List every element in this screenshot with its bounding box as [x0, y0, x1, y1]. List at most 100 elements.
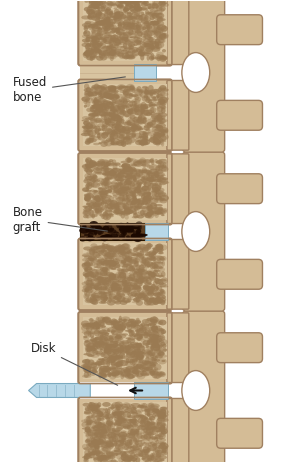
Ellipse shape [82, 403, 90, 407]
Ellipse shape [154, 138, 164, 143]
Ellipse shape [138, 346, 146, 351]
Ellipse shape [114, 94, 124, 98]
Ellipse shape [106, 118, 109, 123]
Ellipse shape [140, 54, 144, 61]
Ellipse shape [114, 349, 121, 351]
Ellipse shape [130, 36, 138, 38]
Ellipse shape [106, 450, 114, 457]
Ellipse shape [140, 119, 144, 123]
Ellipse shape [100, 141, 108, 147]
Ellipse shape [143, 53, 152, 56]
Ellipse shape [152, 457, 158, 463]
Ellipse shape [85, 98, 94, 103]
Ellipse shape [91, 427, 95, 431]
Ellipse shape [89, 443, 97, 449]
Ellipse shape [139, 423, 144, 427]
Ellipse shape [158, 2, 166, 5]
Ellipse shape [160, 408, 166, 414]
Ellipse shape [130, 169, 137, 172]
Ellipse shape [131, 321, 138, 325]
Ellipse shape [109, 94, 114, 97]
Ellipse shape [161, 8, 165, 12]
Ellipse shape [115, 210, 125, 214]
Ellipse shape [140, 92, 148, 99]
Ellipse shape [105, 107, 113, 111]
Ellipse shape [101, 455, 111, 460]
Ellipse shape [148, 433, 155, 436]
Ellipse shape [157, 94, 164, 100]
Ellipse shape [119, 20, 125, 25]
Ellipse shape [134, 0, 140, 7]
Ellipse shape [123, 402, 130, 408]
Ellipse shape [118, 248, 123, 253]
Ellipse shape [145, 123, 150, 125]
Ellipse shape [122, 230, 127, 236]
Ellipse shape [96, 49, 102, 54]
Ellipse shape [94, 128, 99, 134]
Ellipse shape [107, 24, 114, 28]
Ellipse shape [124, 369, 131, 374]
Ellipse shape [156, 125, 163, 130]
Ellipse shape [83, 367, 88, 372]
Ellipse shape [124, 258, 132, 262]
Ellipse shape [139, 131, 146, 135]
Ellipse shape [150, 322, 155, 329]
Ellipse shape [129, 274, 136, 279]
Ellipse shape [136, 214, 144, 219]
Ellipse shape [89, 441, 97, 448]
Ellipse shape [143, 332, 148, 338]
Ellipse shape [147, 91, 154, 95]
Ellipse shape [89, 55, 96, 58]
Ellipse shape [156, 17, 163, 21]
Ellipse shape [153, 132, 161, 136]
Ellipse shape [159, 283, 167, 287]
Ellipse shape [97, 123, 105, 127]
Ellipse shape [155, 336, 164, 339]
Bar [83, 158, 167, 219]
Ellipse shape [157, 115, 162, 121]
Ellipse shape [152, 338, 159, 341]
Ellipse shape [98, 142, 102, 144]
Ellipse shape [86, 215, 89, 219]
Ellipse shape [96, 17, 101, 20]
Ellipse shape [120, 37, 129, 44]
Ellipse shape [85, 131, 91, 133]
Ellipse shape [89, 169, 93, 172]
Ellipse shape [151, 271, 159, 276]
Ellipse shape [132, 416, 136, 423]
Ellipse shape [89, 284, 92, 290]
Ellipse shape [86, 347, 92, 351]
Ellipse shape [142, 189, 147, 196]
Ellipse shape [116, 27, 121, 34]
Ellipse shape [160, 3, 169, 7]
Ellipse shape [100, 300, 106, 303]
Ellipse shape [126, 131, 130, 137]
Ellipse shape [119, 181, 124, 188]
Ellipse shape [151, 326, 155, 331]
Ellipse shape [143, 94, 148, 101]
Ellipse shape [109, 273, 114, 278]
Ellipse shape [159, 282, 164, 285]
Ellipse shape [91, 162, 99, 169]
Ellipse shape [91, 451, 98, 455]
Ellipse shape [94, 37, 99, 42]
Ellipse shape [113, 107, 116, 114]
Ellipse shape [147, 182, 157, 186]
Ellipse shape [131, 131, 137, 138]
Ellipse shape [85, 345, 93, 351]
Ellipse shape [105, 120, 112, 125]
Ellipse shape [118, 422, 122, 426]
Ellipse shape [143, 132, 148, 137]
Ellipse shape [121, 226, 124, 232]
Ellipse shape [82, 282, 90, 286]
Ellipse shape [84, 371, 89, 378]
Ellipse shape [159, 252, 164, 254]
Ellipse shape [129, 184, 134, 186]
Ellipse shape [148, 30, 155, 32]
Ellipse shape [91, 135, 96, 138]
Ellipse shape [96, 372, 106, 377]
Ellipse shape [108, 260, 116, 265]
Ellipse shape [88, 192, 92, 199]
Ellipse shape [120, 179, 130, 186]
Ellipse shape [139, 283, 142, 286]
